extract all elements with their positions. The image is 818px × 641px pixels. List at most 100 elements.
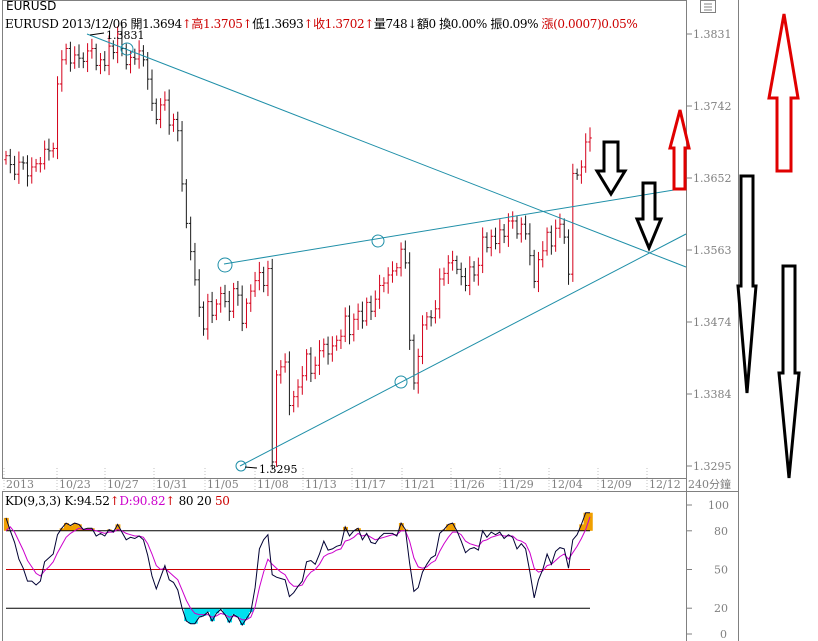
black-down-arrow-icon xyxy=(736,174,758,394)
price-tick-label: 1.3474 xyxy=(693,316,732,329)
date-tick-label: 11/08 xyxy=(257,478,289,491)
price-tick-label: 1.3742 xyxy=(693,100,732,113)
up-arrow-icon: ↑ xyxy=(165,494,176,508)
oversold-fill xyxy=(240,608,245,625)
overbought-fill xyxy=(115,524,121,531)
date-tick-label: 11/26 xyxy=(453,478,485,491)
kd-levels: 80 20 xyxy=(178,494,212,508)
oversold-fill xyxy=(201,608,207,616)
date-tick-label: 10/27 xyxy=(107,478,139,491)
kd-indicator xyxy=(3,512,593,626)
volume-label: 量 xyxy=(373,17,386,31)
support-trendline xyxy=(239,233,687,467)
overbought-fill xyxy=(450,523,456,531)
red-up-arrow-icon xyxy=(668,109,691,191)
kd-tick-label: 100 xyxy=(708,499,729,512)
menu-icon[interactable] xyxy=(700,0,716,13)
oversold-fill xyxy=(235,608,241,618)
overbought-fill xyxy=(398,523,404,531)
price-tick-label: 1.3652 xyxy=(693,172,732,185)
oversold-fill xyxy=(244,608,250,619)
k-label: K: xyxy=(64,494,77,508)
price-tick-label: 1.3295 xyxy=(693,460,732,473)
up-arrow-icon: ↑ xyxy=(109,494,120,508)
black-down-arrow-icon xyxy=(594,140,628,197)
oversold-fill xyxy=(214,608,220,614)
kd-axis: 100 80 50 20 0 xyxy=(686,499,729,641)
open-label: 開 xyxy=(130,17,143,31)
date-tick-label: 12/09 xyxy=(600,478,632,491)
pivot-marker xyxy=(217,257,233,273)
kd-name: KD(9,3,3) xyxy=(5,494,61,508)
overbought-fill xyxy=(68,525,74,531)
overbought-fill xyxy=(59,528,65,531)
change-percent: 0.05% xyxy=(601,17,638,31)
resistance-trendline xyxy=(86,33,687,268)
chart-title: EURUSD xyxy=(6,0,57,13)
upper-triangle-line xyxy=(223,187,687,265)
date-tick-label: 12/04 xyxy=(551,478,583,491)
close-value: 1.3702 xyxy=(324,17,365,31)
candlestick-series xyxy=(4,24,592,470)
black-down-arrow-icon xyxy=(777,264,801,479)
high-value: 1.3705 xyxy=(202,17,243,31)
trendlines: 1.3831 1.3295 xyxy=(86,29,687,476)
pivot-marker xyxy=(235,460,247,472)
high-price-label: 1.3831 xyxy=(106,29,145,42)
pivot-marker xyxy=(371,234,385,248)
close-label: 收 xyxy=(313,17,325,31)
overbought-fill xyxy=(76,524,82,531)
date-tick-label: 12/12 xyxy=(649,478,681,491)
price-tick-label: 1.3563 xyxy=(693,244,732,257)
low-pointer xyxy=(244,466,258,469)
kd-tick-label: 80 xyxy=(714,525,728,538)
turnover-value: 0.00% xyxy=(450,17,488,31)
price-tick-label: 1.3831 xyxy=(693,28,732,41)
low-value: 1.3693 xyxy=(263,17,304,31)
overbought-fill xyxy=(583,512,589,531)
kd-tick-label: 50 xyxy=(714,564,728,577)
overbought-fill xyxy=(579,524,585,531)
date-tick-label: 10/31 xyxy=(156,478,188,491)
pivot-marker xyxy=(394,375,408,389)
black-down-arrow-icon xyxy=(634,181,664,252)
period-label: 240分鐘 xyxy=(688,477,731,491)
up-arrow-icon: ↑ xyxy=(181,17,192,31)
date-tick-label: 11/29 xyxy=(502,478,534,491)
amplitude-value: 0.09% xyxy=(501,17,539,31)
overbought-fill xyxy=(3,517,9,531)
up-arrow-icon: ↑ xyxy=(364,17,374,31)
d-value: 90.82 xyxy=(132,494,166,508)
symbol-label: EURUSD xyxy=(5,17,59,31)
price-axis: 1.3831 1.3742 1.3652 1.3563 1.3474 1.3384 1.32… xyxy=(686,28,732,473)
change-label: 漲 xyxy=(541,17,554,31)
amount-value: 0 xyxy=(428,17,437,31)
date-tick-label: 11/05 xyxy=(207,478,239,491)
date-label: 2013/12/06 xyxy=(61,17,128,31)
oversold-fill xyxy=(192,608,198,624)
turnover-label: 換 xyxy=(439,17,451,31)
oversold-fill xyxy=(184,608,190,622)
overbought-fill xyxy=(63,523,69,531)
high-label: 高 xyxy=(191,17,203,31)
high-pointer xyxy=(89,32,105,36)
open-value: 1.3694 xyxy=(142,17,182,31)
red-up-arrow-icon xyxy=(767,13,800,173)
date-tick-label: 11/21 xyxy=(404,478,436,491)
annotation-arrows xyxy=(594,13,801,479)
price-panel-frame xyxy=(2,0,687,479)
quote-info-bar: EURUSD 2013/12/06 開1.3694↑高1.3705↑低1.369… xyxy=(5,15,638,32)
volume-value: 748 xyxy=(385,17,408,31)
oversold-fill xyxy=(231,608,237,615)
amount-label: 額 xyxy=(416,17,429,31)
amplitude-label: 振 xyxy=(490,17,502,31)
up-arrow-icon: ↑ xyxy=(242,17,253,31)
overbought-fill xyxy=(446,524,452,531)
kd-tick-label: 20 xyxy=(714,602,728,615)
up-arrow-icon: ↑ xyxy=(303,17,314,31)
down-arrow-icon: ↓ xyxy=(407,17,417,31)
pivot-marker xyxy=(120,42,134,56)
date-tick-label: 11/13 xyxy=(305,478,337,491)
oversold-fill xyxy=(222,608,228,615)
